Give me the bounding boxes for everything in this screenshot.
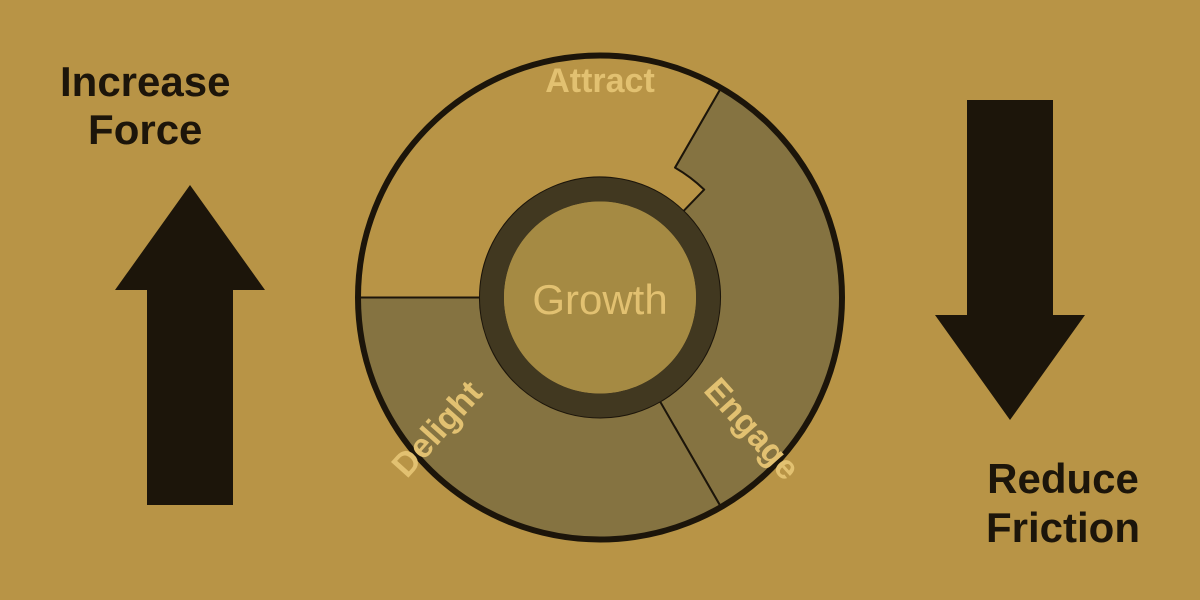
increase-force-label: Increase Force: [60, 58, 230, 155]
growth-center-label: Growth: [532, 276, 667, 324]
up-arrow-icon: [115, 185, 265, 510]
left-label-line2: Force: [88, 106, 202, 153]
right-label-line1: Reduce: [987, 455, 1139, 502]
attract-segment-label: Attract: [545, 62, 655, 101]
reduce-friction-label: Reduce Friction: [986, 455, 1140, 552]
left-label-line1: Increase: [60, 58, 230, 105]
down-arrow-icon: [935, 100, 1085, 425]
right-label-line2: Friction: [986, 504, 1140, 551]
flywheel-diagram: Increase Force Growth Attract Engage Del…: [0, 0, 1200, 600]
